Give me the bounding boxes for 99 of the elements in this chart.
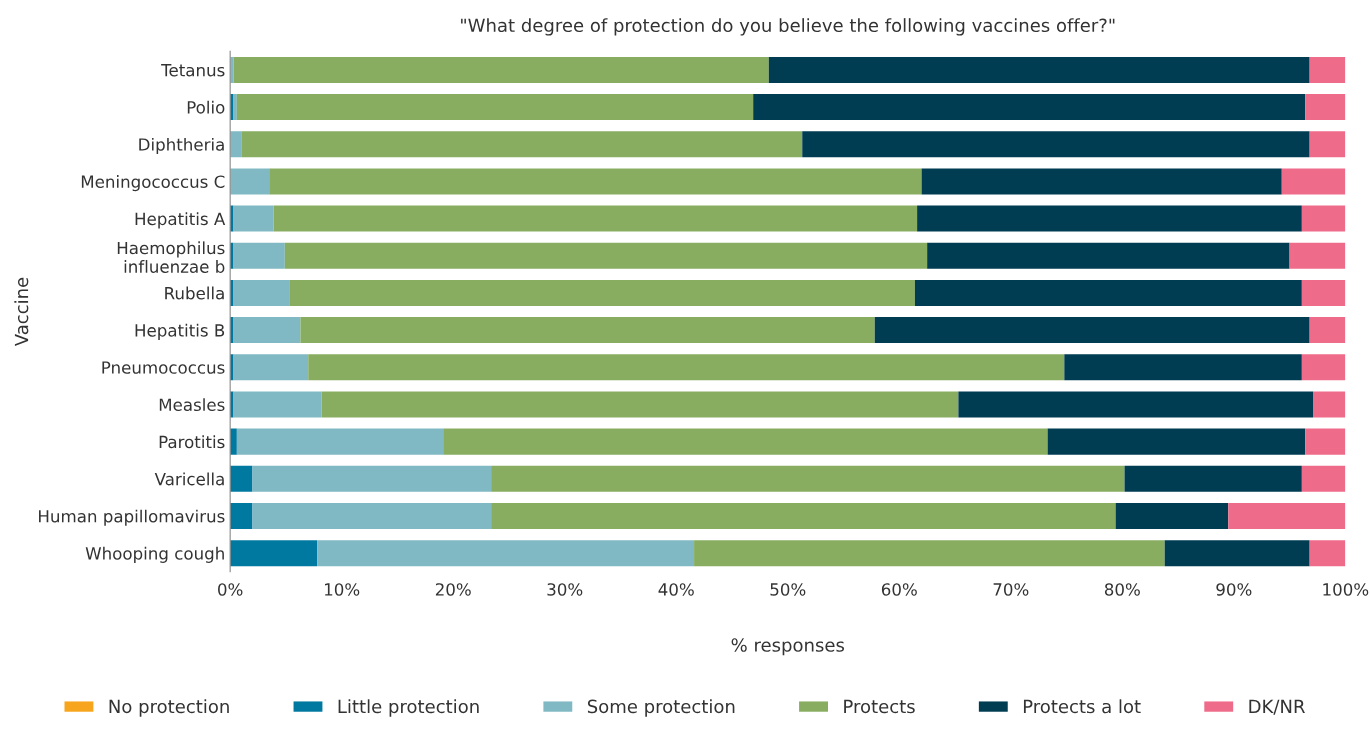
bar (230, 131, 242, 158)
bar (1289, 242, 1346, 269)
bar (233, 354, 309, 381)
bar (914, 279, 1302, 306)
chart-title: "What degree of protection do you believe the following vaccines offer?" (461, 18, 1115, 36)
y-tick-label: Hepatitis B (135, 323, 225, 340)
bar (491, 502, 1116, 529)
bar (230, 317, 234, 344)
x-tick-label: 80% (1104, 583, 1140, 596)
bar (921, 168, 1282, 195)
y-tick-label: Polio (187, 100, 225, 114)
bar (289, 279, 915, 306)
bar (753, 94, 1306, 121)
legend-label: Little protection (338, 699, 479, 717)
bar (1305, 428, 1346, 455)
bar (1124, 465, 1302, 492)
bar (1228, 502, 1346, 529)
y-tick-label: Whooping cough (85, 546, 224, 563)
bar (230, 56, 234, 83)
bar (874, 317, 1310, 344)
x-tick-label: 100% (1323, 583, 1369, 596)
bar (252, 465, 492, 492)
y-tick-label: Tetanus (161, 64, 225, 77)
legend-label: Some protection (587, 699, 735, 717)
bar (233, 205, 274, 232)
bar (1313, 391, 1346, 418)
bar (1301, 279, 1346, 306)
bar (443, 428, 1048, 455)
bar (236, 94, 754, 121)
bar (1301, 354, 1346, 381)
bar (252, 502, 492, 529)
bar (1115, 502, 1229, 529)
x-tick-label: 30% (547, 583, 583, 596)
x-tick-label: 50% (770, 583, 806, 596)
bar (300, 317, 875, 344)
bar (1309, 131, 1346, 158)
y-tick-label: Meningococcus C (81, 175, 225, 192)
bar (230, 502, 253, 529)
bar (233, 56, 769, 83)
bar (1309, 317, 1346, 344)
x-tick-label: 70% (993, 583, 1029, 596)
y-tick-label: Parotitis (159, 435, 225, 449)
bar (230, 242, 234, 269)
bar (233, 242, 285, 269)
bar (273, 205, 918, 232)
bar (230, 465, 253, 492)
bar (233, 317, 301, 344)
y-tick-label: Measles (159, 398, 225, 412)
y-tick-label: Human papillomavirus (39, 509, 225, 526)
bar (927, 242, 1290, 269)
y-tick-label: Pneumococcus (102, 361, 225, 374)
y-axis-title: Vaccine (14, 277, 29, 347)
x-tick-label: 90% (1216, 583, 1252, 596)
bar (230, 168, 270, 195)
x-tick-label: 60% (881, 583, 917, 596)
bar (233, 279, 290, 306)
legend-label: No protection (109, 699, 229, 717)
bar (230, 540, 318, 567)
x-axis-title: % responses (731, 638, 845, 656)
bar (317, 540, 695, 567)
legend-label: Protects (844, 699, 915, 714)
bar (1281, 168, 1346, 195)
bar (1064, 354, 1302, 381)
bar (236, 428, 444, 455)
x-tick-label: 20% (435, 583, 471, 596)
y-tick-label: Diphtheria (139, 137, 224, 155)
bar (321, 391, 959, 418)
y-tick-label: Haemophilus influenzae b (117, 241, 225, 273)
bar (491, 465, 1125, 492)
bar (241, 131, 803, 158)
y-tick-label: Hepatitis A (135, 212, 226, 229)
bar (230, 354, 234, 381)
bar (1164, 540, 1310, 567)
bar (230, 428, 237, 455)
bar (1305, 94, 1346, 121)
bar (308, 354, 1065, 381)
bar (1309, 540, 1346, 567)
bar (958, 391, 1313, 418)
bar (917, 205, 1302, 232)
bar (233, 391, 322, 418)
bar (284, 242, 928, 269)
y-tick-label: Varicella (154, 472, 224, 486)
bar (694, 540, 1165, 567)
bar (1301, 465, 1346, 492)
bar (1309, 56, 1346, 83)
legend-label: Protects a lot (1023, 699, 1141, 714)
bar (230, 205, 234, 232)
x-tick-label: 40% (658, 583, 694, 596)
bar (1301, 205, 1346, 232)
x-tick-label: 10% (324, 583, 360, 596)
bar (230, 391, 234, 418)
bar (269, 168, 922, 195)
bar (1047, 428, 1306, 455)
bar (802, 131, 1310, 158)
y-tick-label: Rubella (165, 286, 224, 300)
bar (768, 56, 1310, 83)
x-tick-label: 0% (218, 583, 243, 596)
bar (230, 279, 234, 306)
legend-label: DK/NR (1249, 699, 1305, 715)
